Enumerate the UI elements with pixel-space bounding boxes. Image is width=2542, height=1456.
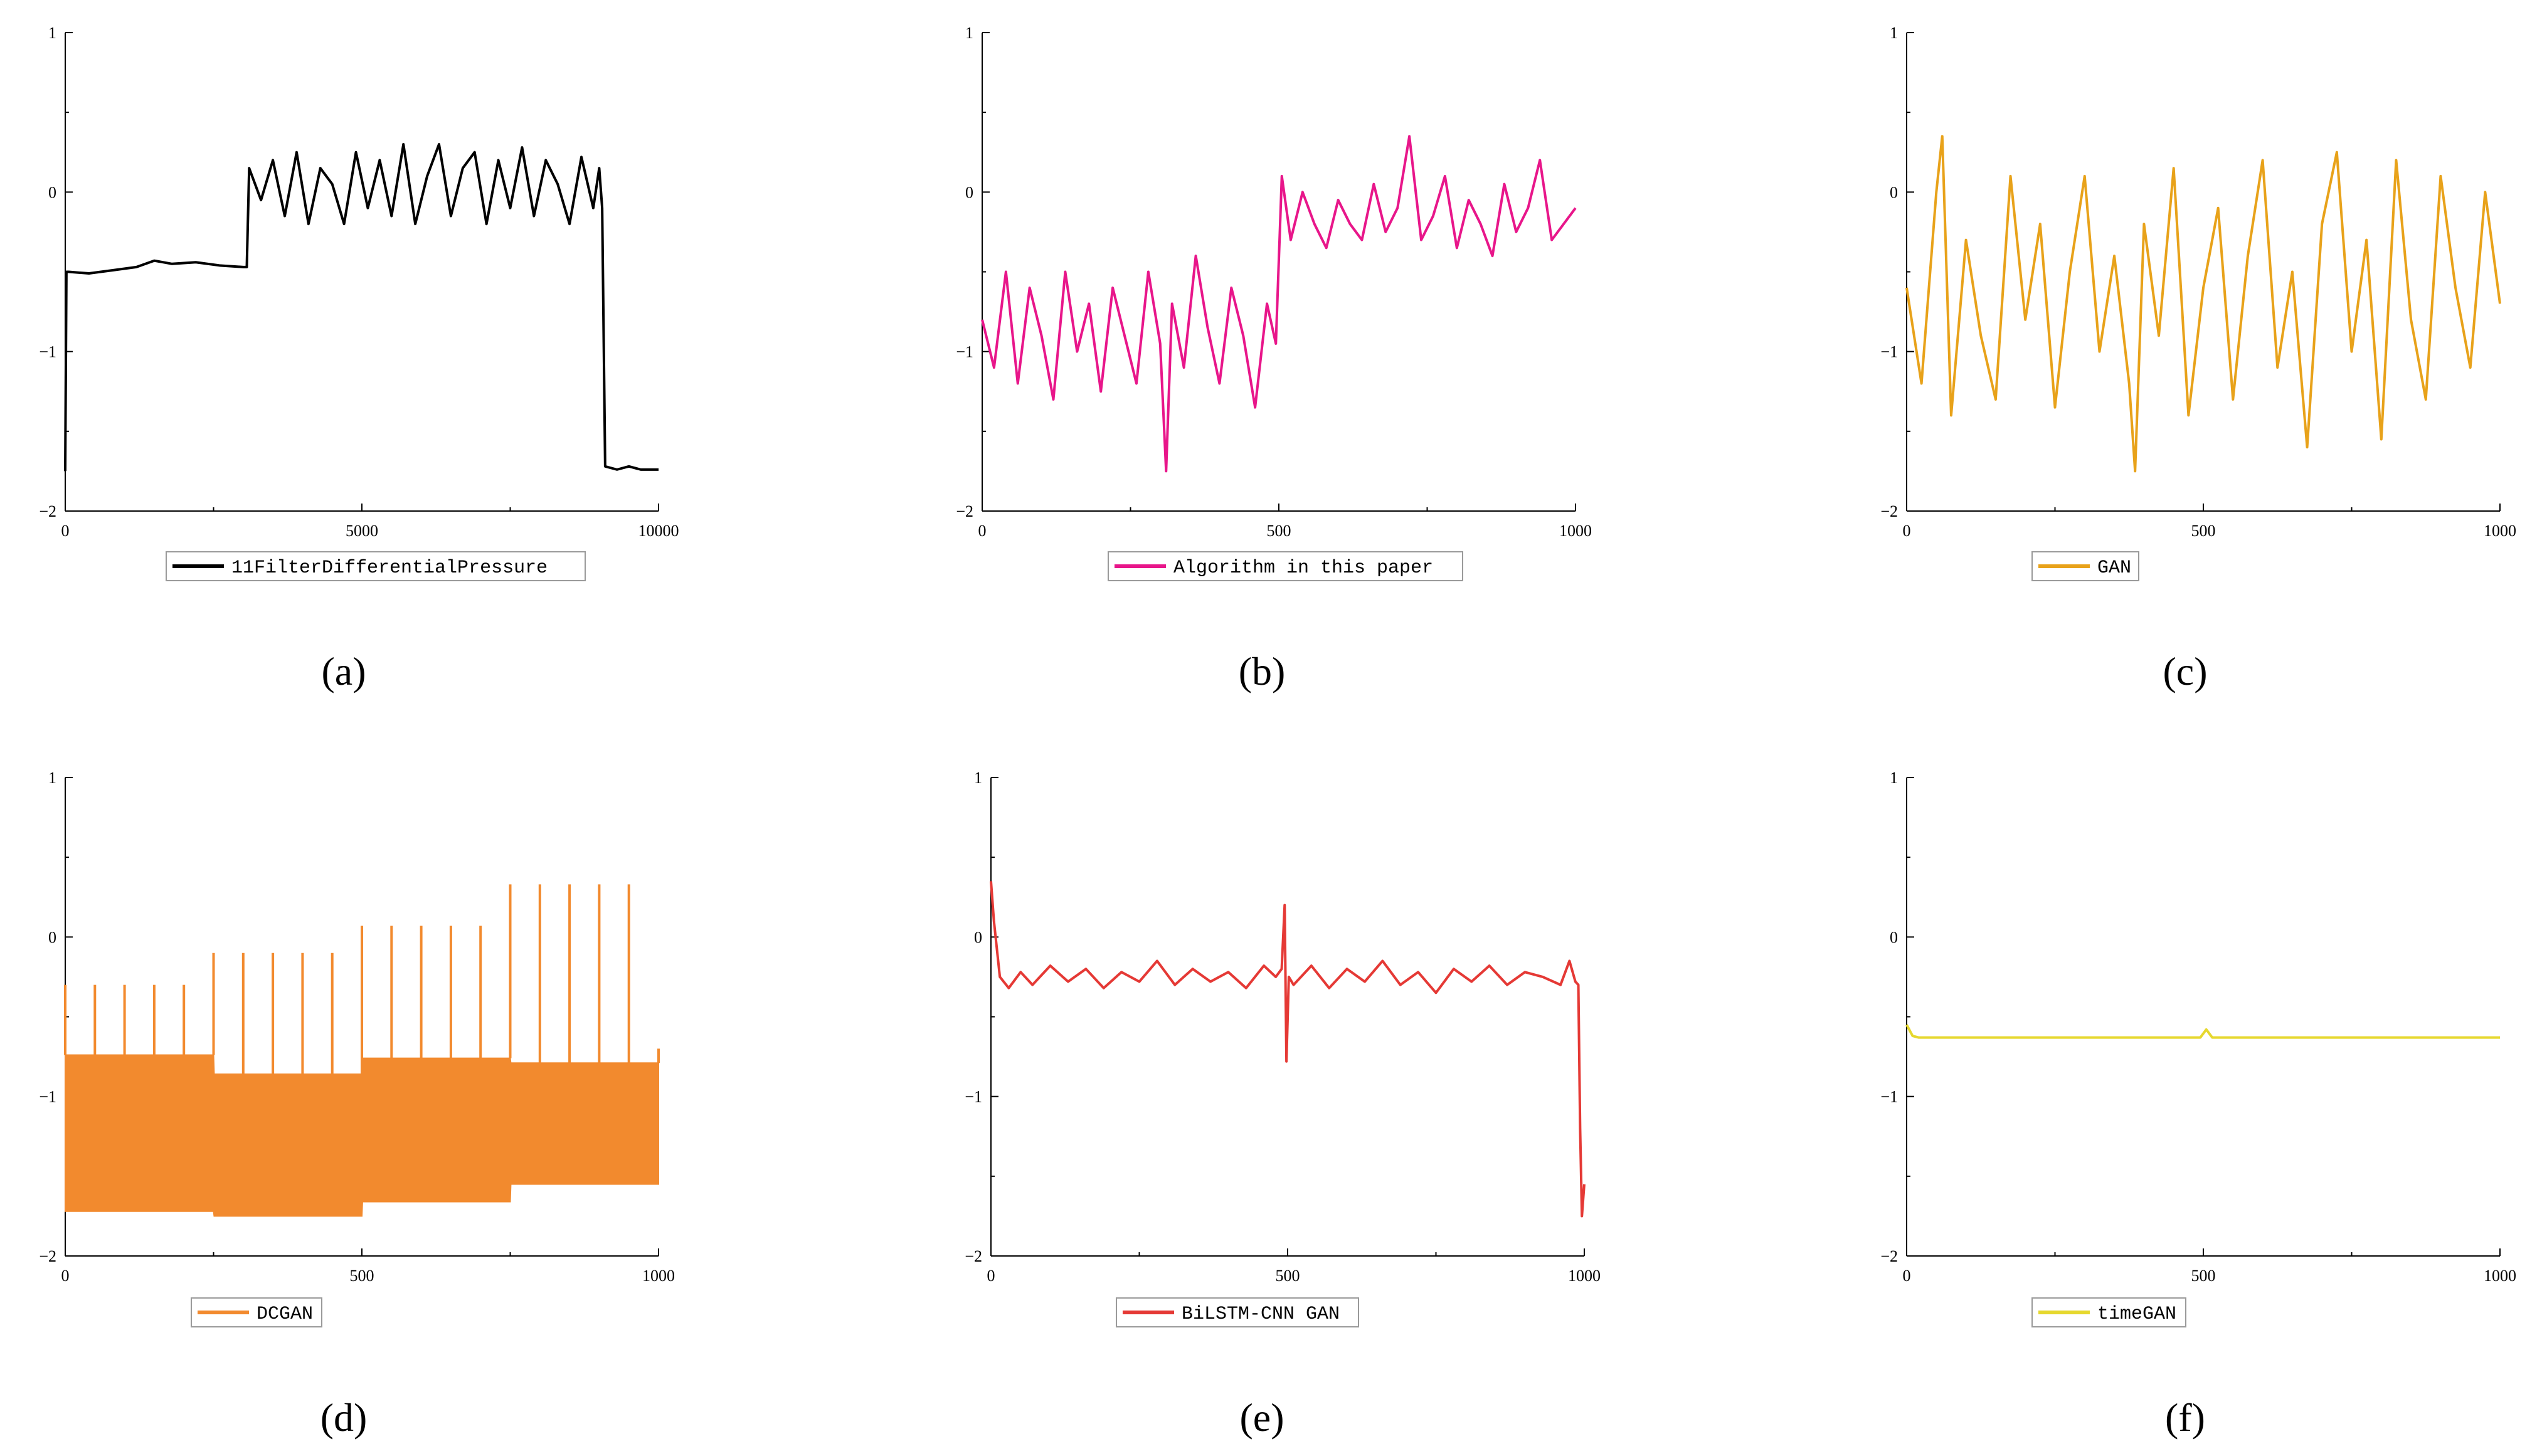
x-tick-label: 500: [2191, 522, 2216, 540]
legend-label: Algorithm in this paper: [1173, 557, 1433, 579]
y-tick-label: −1: [1880, 1088, 1898, 1106]
y-tick-label: 1: [974, 769, 982, 787]
x-tick-label: 500: [2191, 1267, 2216, 1285]
legend: DCGAN: [191, 1297, 322, 1327]
y-tick-label: 0: [1890, 928, 1898, 946]
y-tick-label: 1: [965, 24, 973, 42]
y-tick-label: −2: [1880, 1247, 1898, 1265]
legend: timeGAN: [2031, 1297, 2186, 1327]
chart-panel-2: 1 0 −1 −2 0 500 1000 GAN (c): [1880, 24, 2516, 694]
legend: Algorithm in this paper: [1108, 551, 1463, 581]
y-tick-label: −2: [39, 502, 56, 520]
y-tick-label: 0: [48, 928, 56, 946]
panel-label: (e): [1239, 1395, 1284, 1440]
y-tick-label: 0: [965, 183, 973, 201]
panel-label: (a): [321, 649, 366, 694]
legend-label: timeGAN: [2097, 1304, 2176, 1325]
x-tick-label: 500: [350, 1267, 374, 1285]
x-tick-label: 1000: [642, 1267, 675, 1285]
legend-label: DCGAN: [257, 1304, 313, 1325]
x-tick-label: 1000: [1568, 1267, 1601, 1285]
y-tick-label: 1: [48, 769, 56, 787]
y-tick-label: −1: [39, 343, 56, 361]
y-tick-label: −2: [39, 1247, 56, 1265]
y-tick-label: 0: [974, 928, 982, 946]
y-tick-label: −1: [956, 343, 973, 361]
x-tick-label: 10000: [638, 522, 679, 540]
x-tick-label: 5000: [346, 522, 378, 540]
y-tick-label: −2: [956, 502, 973, 520]
chart-panel-0: 1 0 −1 −2 0 5000 10000 11FilterDifferentialPres…: [39, 24, 679, 694]
chart-panel-5: 1 0 −1 −2 0 500 1000 timeGAN (f): [1880, 769, 2516, 1440]
x-tick-label: 500: [1267, 522, 1291, 540]
panel-label: (b): [1239, 649, 1286, 694]
y-tick-label: 0: [1890, 183, 1898, 201]
series-line: [981, 135, 1577, 473]
y-tick-label: −2: [1880, 502, 1898, 520]
legend-box: [166, 551, 586, 581]
x-tick-label: 0: [61, 1267, 70, 1285]
chart-panel-3: 1 0 −1 −2 0 500 1000 DCGAN (d): [39, 769, 675, 1440]
series-line: [1905, 135, 2501, 473]
y-tick-label: 1: [1890, 24, 1898, 42]
x-tick-label: 0: [61, 522, 70, 540]
legend-label: 11FilterDifferentialPressure: [231, 557, 548, 579]
series-line: [990, 881, 1586, 1218]
x-tick-label: 1000: [1559, 522, 1592, 540]
legend: BiLSTM-CNN GAN: [1116, 1297, 1359, 1327]
panel-label: (c): [2163, 649, 2207, 694]
y-tick-label: 0: [48, 183, 56, 201]
series-line: [64, 143, 659, 472]
x-tick-label: 0: [987, 1267, 995, 1285]
x-tick-label: 0: [1903, 522, 1911, 540]
y-tick-label: −1: [965, 1088, 982, 1106]
chart-panel-4: 1 0 −1 −2 0 500 1000 BiLSTM-CNN GAN (e): [965, 769, 1601, 1440]
series-line: [1905, 1024, 2500, 1039]
y-tick-label: −1: [39, 1088, 56, 1106]
legend-box: [1108, 551, 1463, 581]
panel-label: (f): [2165, 1395, 2205, 1440]
chart-panel-1: 1 0 −1 −2 0 500 1000 Algorithm in this paper (b): [956, 24, 1592, 694]
x-tick-label: 0: [978, 522, 987, 540]
x-tick-label: 500: [1276, 1267, 1300, 1285]
y-tick-label: 1: [48, 24, 56, 42]
panel-label: (d): [320, 1395, 368, 1440]
legend: GAN: [2031, 551, 2139, 581]
y-tick-label: −1: [1880, 343, 1898, 361]
y-tick-label: −2: [965, 1247, 982, 1265]
x-tick-label: 1000: [2484, 522, 2516, 540]
y-tick-label: 1: [1890, 769, 1898, 787]
legend: 11FilterDifferentialPressure: [166, 551, 586, 581]
series-band: [65, 1054, 659, 1217]
x-tick-label: 0: [1903, 1267, 1911, 1285]
legend-label: GAN: [2097, 557, 2131, 579]
x-tick-label: 1000: [2484, 1267, 2516, 1285]
legend-label: BiLSTM-CNN GAN: [1182, 1304, 1340, 1325]
